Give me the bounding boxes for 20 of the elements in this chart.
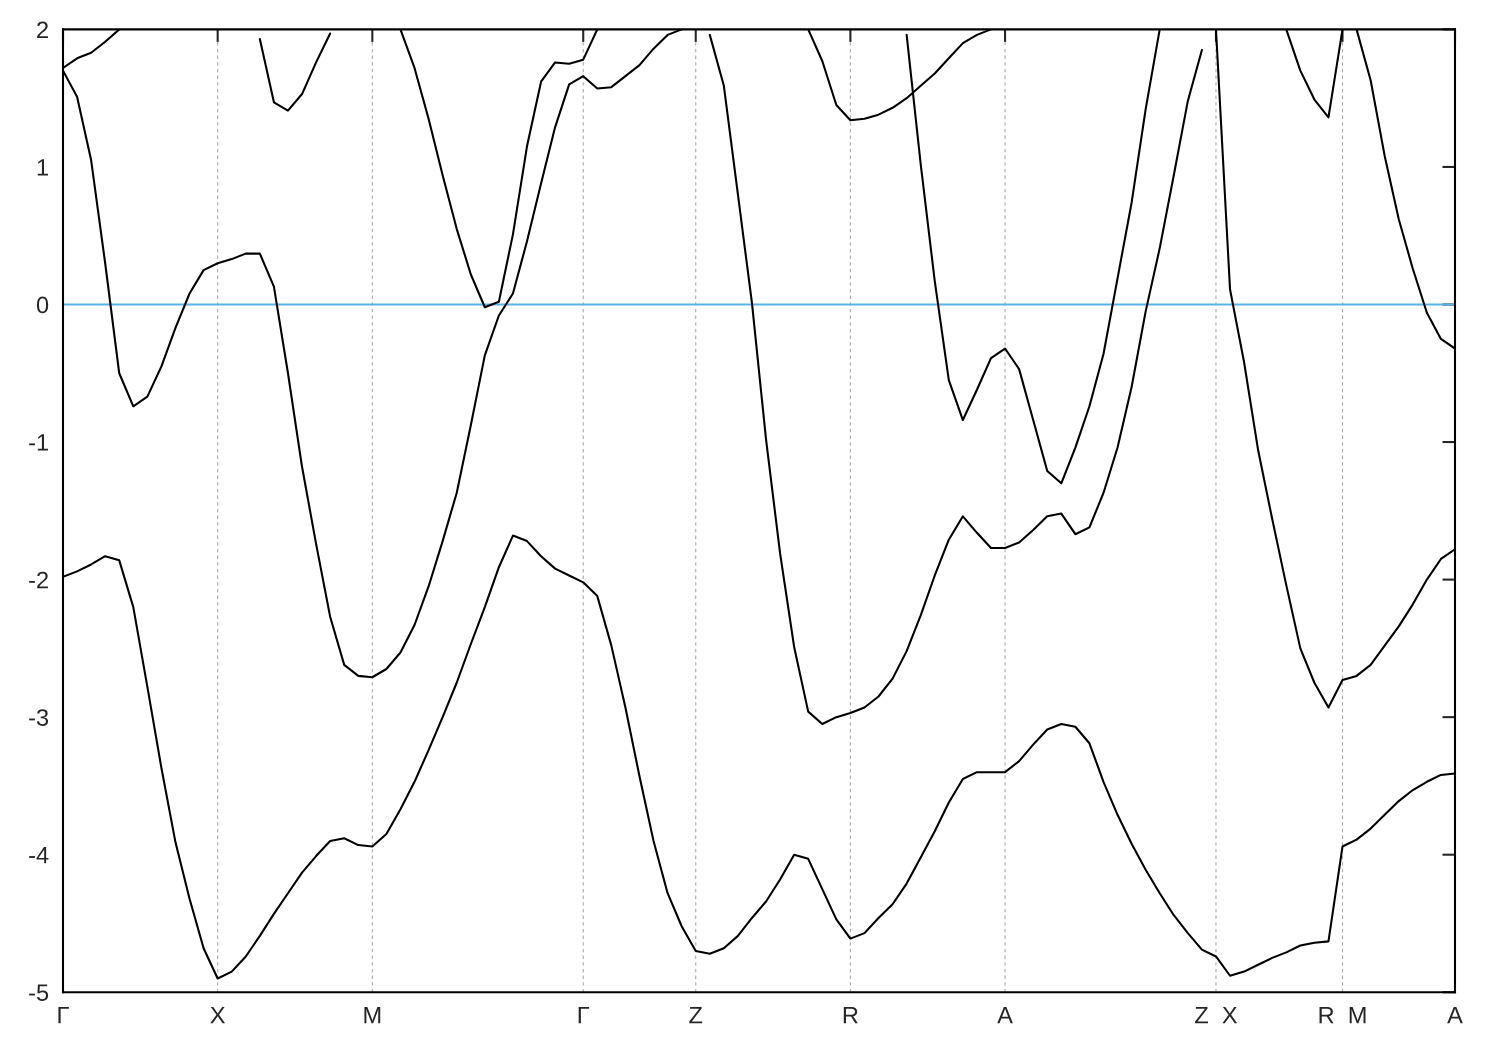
y-tick-label: 0 [36,296,49,314]
x-tick-label: A [997,1007,1013,1024]
y-tick-label: -1 [29,434,48,451]
x-tick-label: Z [689,1007,703,1024]
x-tick-label: Γ [58,1006,69,1024]
x-tick-label: R M [1319,1007,1366,1024]
x-tick-label: A [1447,1007,1463,1024]
x-tick-label: R [843,1007,858,1024]
y-tick-label: -4 [29,847,49,864]
x-tick-label: X [210,1007,226,1024]
y-tick-label: 2 [37,21,48,38]
y-tick-label: -5 [29,984,49,1002]
line-series [708,33,1203,726]
x-tick-label: Z X [1195,1007,1238,1024]
y-tick-label: 1 [37,159,48,176]
x-tick-label: M [364,1007,381,1024]
y-tick-label: -3 [29,709,49,726]
line-series [258,32,332,112]
x-tick-label: Γ [578,1006,590,1024]
y-tick-label: -2 [29,571,48,589]
